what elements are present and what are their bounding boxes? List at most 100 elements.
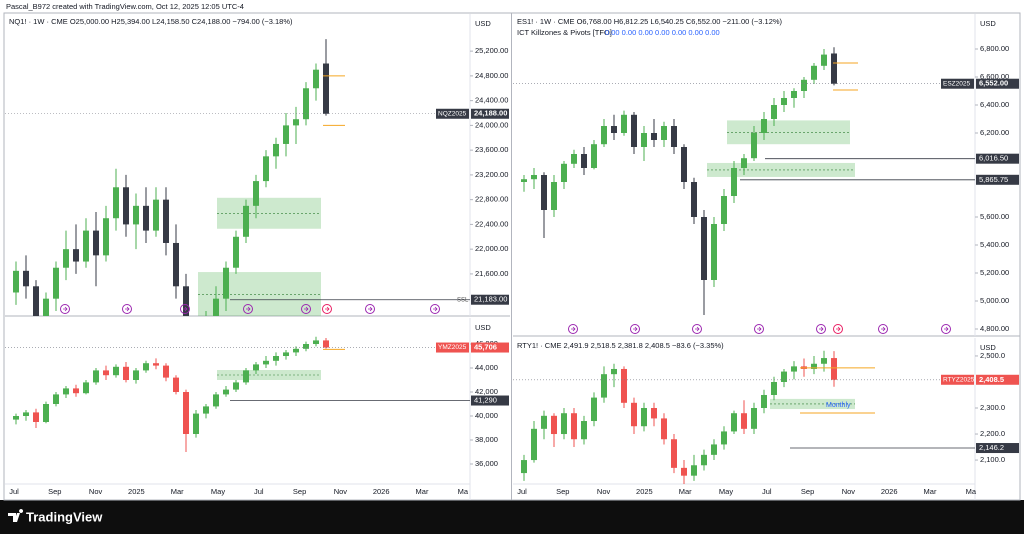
candle-body <box>283 125 289 144</box>
candle-body <box>293 119 299 126</box>
logo-icon <box>8 509 24 522</box>
candle-body <box>183 286 189 316</box>
candle-body <box>601 374 607 398</box>
candle-body <box>771 105 777 119</box>
candle-body <box>791 366 797 372</box>
candle-body <box>521 179 527 182</box>
y-tick-label: 5,000.00 <box>980 296 1009 305</box>
y-tick-label: 23,600.00 <box>475 145 508 154</box>
x-tick-label: Sep <box>801 487 814 496</box>
candle-body <box>751 133 757 159</box>
session-icon <box>180 304 190 314</box>
candle-body <box>293 348 299 353</box>
candle-body <box>223 389 229 395</box>
x-tick-label: Mar <box>171 487 184 496</box>
y-tick-label: 22,400.00 <box>475 219 508 228</box>
candle-body <box>93 370 99 383</box>
session-icon-arrow <box>571 326 576 332</box>
x-tick-label: Sep <box>48 487 61 496</box>
candle-body <box>731 413 737 432</box>
candle-body <box>173 242 179 287</box>
y-tick-label: 38,000 <box>475 435 498 444</box>
plot <box>513 350 975 484</box>
session-icon <box>322 304 332 314</box>
candle-body <box>731 168 737 196</box>
x-tick-label: Sep <box>556 487 569 496</box>
level-box <box>976 443 1019 454</box>
candle-body <box>183 392 189 434</box>
header: Pascal_B972 created with TradingView.com… <box>6 2 244 11</box>
session-icon-arrow <box>944 326 949 332</box>
x-tick-label: 2025 <box>128 487 145 496</box>
level-box <box>471 294 509 305</box>
session-icon <box>754 324 764 334</box>
candle-body <box>313 69 319 89</box>
session-icon-arrow <box>836 326 841 332</box>
logo-text: TradingView <box>26 509 103 524</box>
candle-body <box>831 358 837 380</box>
session-icon <box>301 304 311 314</box>
panel: 25,200.00 24,800.00 24,400.00 24,000.00 23,6… <box>5 14 510 317</box>
session-icon <box>122 304 132 314</box>
x-tick-label: 2025 <box>636 487 653 496</box>
x-tick-label: Jul <box>517 487 527 496</box>
candle-body <box>801 79 807 91</box>
session-icon <box>816 324 826 334</box>
candle-body <box>551 182 557 210</box>
session-icon <box>941 324 951 334</box>
candle-body <box>13 270 19 293</box>
candle-body <box>163 365 169 378</box>
logo-mark <box>8 509 24 522</box>
zone <box>770 398 855 410</box>
symbol-label: ESZ2025 <box>943 80 970 87</box>
candle-body <box>551 415 557 435</box>
candle-body <box>123 366 129 381</box>
currency: USD <box>475 323 491 332</box>
session-icon <box>60 304 70 314</box>
candle-body <box>601 126 607 145</box>
candle-body <box>213 394 219 407</box>
x-tick-label: Sep <box>293 487 306 496</box>
candle-body <box>273 143 279 157</box>
y-tick-label: 6,200.00 <box>980 128 1009 137</box>
candle-body <box>761 119 767 133</box>
session-icon <box>878 324 888 334</box>
y-tick-label: 22,800.00 <box>475 195 508 204</box>
candle-body <box>33 286 39 316</box>
session-icon-arrow <box>695 326 700 332</box>
candle-body <box>651 408 657 419</box>
last-price-label: 2,408.5 <box>979 375 1004 384</box>
panel-title: NQ1! · 1W · CME O25,000.00 H25,394.00 L2… <box>9 17 293 26</box>
candle-body <box>811 363 817 369</box>
x-tick-label: Nov <box>89 487 103 496</box>
candle-body <box>263 360 269 365</box>
candle-body <box>63 249 69 268</box>
candle-body <box>671 126 677 147</box>
x-tick-label: Ma <box>458 487 469 496</box>
candle-body <box>651 133 657 140</box>
level-box <box>976 174 1019 185</box>
y-tick-label: 42,000 <box>475 387 498 396</box>
candle-body <box>153 363 159 366</box>
y-tick-label: 6,800.00 <box>980 44 1009 53</box>
level-label: 41,290 <box>474 396 497 405</box>
candle-body <box>631 114 637 147</box>
candle-body <box>143 205 149 231</box>
candle-body <box>781 371 787 382</box>
symbol-label: RTYZ2025 <box>943 376 975 383</box>
candle-body <box>63 388 69 395</box>
candle-body <box>721 431 727 445</box>
candle-body <box>611 126 617 133</box>
candle-body <box>811 65 817 80</box>
candle-body <box>531 428 537 461</box>
candle-body <box>821 358 827 364</box>
candle-body <box>541 175 547 210</box>
y-tick-label: 2,200.0 <box>980 429 1005 438</box>
candle-body <box>621 114 627 133</box>
candle-body <box>711 224 717 280</box>
candle-body <box>13 415 19 420</box>
plot <box>5 39 470 316</box>
candle-body <box>821 54 827 66</box>
x-tick-label: Jul <box>254 487 264 496</box>
session-icon <box>630 324 640 334</box>
